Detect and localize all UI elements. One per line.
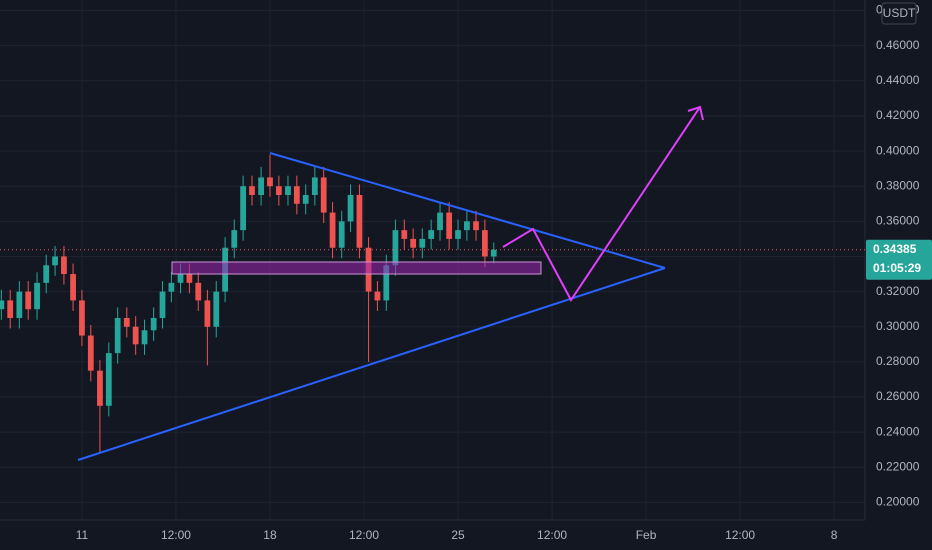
- candle-body: [482, 230, 488, 257]
- lower-trendline: [77, 267, 666, 461]
- currency-label: USDT: [883, 6, 916, 20]
- candle-body: [7, 300, 14, 318]
- y-tick-label: 0.46000: [876, 38, 920, 52]
- candle-body: [25, 291, 32, 310]
- candle-body: [87, 335, 94, 371]
- last-price-label: 0.34385: [873, 242, 917, 256]
- candle-body: [311, 177, 318, 195]
- candle-body: [132, 326, 139, 345]
- candle-body: [446, 212, 453, 239]
- countdown-label: 01:05:29: [873, 261, 921, 275]
- candle-body: [159, 291, 166, 318]
- candle-body: [168, 282, 175, 292]
- candle-body: [428, 230, 435, 239]
- x-tick-label: Feb: [636, 528, 657, 542]
- candle-body: [267, 177, 273, 187]
- candle-body: [275, 186, 282, 195]
- x-tick-label: 8: [831, 528, 838, 542]
- y-tick-label: 0.22000: [876, 459, 920, 473]
- support-zone: [171, 261, 542, 275]
- y-tick-label: 0.42000: [876, 108, 920, 122]
- candle-body: [177, 274, 184, 283]
- grid: [0, 0, 865, 520]
- projection-arrowhead: [687, 105, 704, 121]
- candle-body: [61, 256, 67, 275]
- candle-body: [114, 317, 121, 354]
- candle-body: [123, 317, 130, 327]
- candle-body: [285, 186, 291, 195]
- candle-body: [204, 300, 211, 327]
- last-price-box: [866, 239, 932, 280]
- candle-body: [455, 230, 461, 239]
- candle-body: [356, 195, 363, 248]
- candle-body: [392, 230, 399, 266]
- candle-body: [141, 330, 148, 345]
- candle-body: [70, 274, 76, 301]
- candle-body: [401, 230, 408, 239]
- candle-body: [419, 238, 426, 248]
- y-tick-label: 0.20000: [876, 495, 920, 509]
- x-tick-label: 12:00: [725, 528, 755, 542]
- candle-body: [150, 317, 157, 331]
- y-tick-label: 0.24000: [876, 424, 920, 438]
- candle-body: [437, 212, 443, 231]
- candle-body: [97, 370, 103, 406]
- candle-body: [52, 256, 58, 266]
- y-tick-label: 0.32000: [876, 284, 920, 298]
- candle-body: [338, 221, 345, 248]
- y-tick-label: 0.36000: [876, 214, 920, 228]
- candle-body: [302, 195, 309, 204]
- candle-body: [347, 195, 354, 222]
- x-tick-label: 11: [76, 528, 89, 542]
- candle-body: [43, 265, 50, 283]
- candle-body: [249, 186, 255, 195]
- candle-body: [293, 186, 300, 204]
- y-tick-label: 0.30000: [876, 319, 920, 333]
- y-tick-label: 0.26000: [876, 389, 920, 403]
- candle-body: [383, 265, 390, 301]
- candle-body: [473, 221, 479, 231]
- x-tick-label: 25: [451, 528, 465, 542]
- candle-body: [240, 186, 246, 231]
- y-tick-label: 0.44000: [876, 73, 920, 87]
- candle-body: [490, 249, 497, 257]
- candle-body: [464, 221, 470, 231]
- candle-body: [231, 230, 238, 248]
- candle-body: [34, 282, 40, 310]
- candle-body: [195, 282, 202, 301]
- x-tick-label: 12:00: [161, 528, 191, 542]
- x-tick-label: 12:00: [537, 528, 567, 542]
- candle-body: [0, 300, 5, 310]
- candle-body: [410, 238, 417, 248]
- candle-body: [186, 274, 193, 283]
- currency-box: [881, 2, 917, 25]
- candle-body: [213, 291, 220, 327]
- projection-path: [502, 106, 701, 302]
- y-tick-label: 0.38000: [876, 178, 920, 192]
- candle-body: [320, 177, 327, 213]
- candle-body: [329, 212, 336, 248]
- drawings: [77, 105, 704, 461]
- candle-body: [374, 291, 381, 301]
- candle-body: [258, 177, 264, 195]
- y-tick-label: 0.40000: [876, 143, 920, 157]
- upper-trendline: [269, 152, 666, 269]
- x-tick-label: 18: [263, 528, 277, 542]
- candle-body: [79, 300, 85, 336]
- candle-body: [105, 353, 112, 406]
- y-tick-label: 0.28000: [876, 354, 920, 368]
- candle-body: [16, 291, 23, 318]
- x-tick-label: 12:00: [349, 528, 379, 542]
